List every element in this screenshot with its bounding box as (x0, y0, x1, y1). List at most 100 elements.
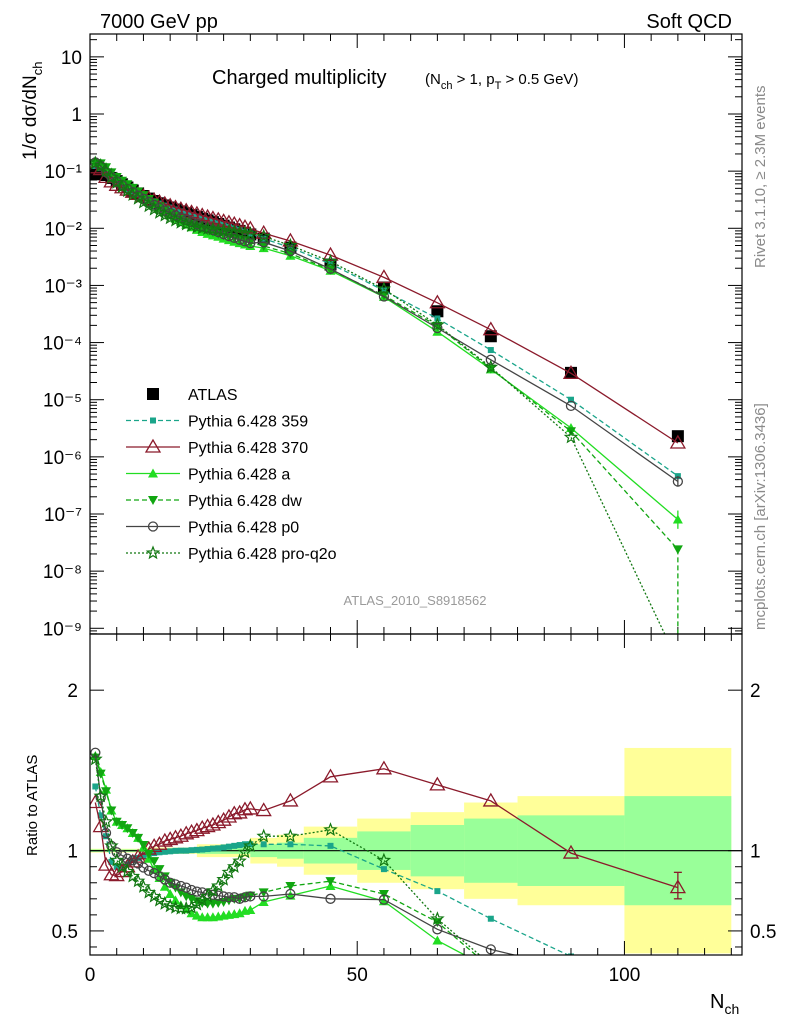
ratio-point-pp0 (258, 891, 269, 902)
ratio-point-p359 (204, 846, 211, 853)
legend-marker-pq2o (145, 545, 161, 560)
ratio-point-pdw (149, 857, 160, 867)
main-ytick-label: 10⁻⁹ (43, 619, 82, 640)
ratio-point-pa (170, 895, 181, 905)
ratio-point-pa (234, 908, 245, 918)
data-point-pp0 (285, 245, 296, 257)
legend: ATLAS Pythia 6.428 359 Pythia 6.428 370 Pyt… (126, 387, 337, 563)
ratio-point-p370 (97, 856, 115, 871)
ratio-point-pp0 (165, 877, 176, 888)
data-point-pq2o (376, 281, 392, 296)
ratio-point-p370 (156, 832, 173, 847)
data-point-pp0 (207, 224, 219, 236)
ratio-point-pq2o (178, 900, 194, 915)
ratio-point-p370 (231, 804, 248, 819)
data-point-pp0 (148, 199, 160, 211)
ratio-point-p359 (92, 783, 99, 790)
ratio-point-pa (566, 989, 576, 998)
ratio-point-pdw (285, 881, 296, 891)
ratio-point-p359 (151, 850, 158, 857)
ratio-ytick-label-right: 0.5 (750, 922, 776, 943)
ratio-point-p359 (675, 976, 681, 982)
ratio-point-pp0 (154, 871, 165, 882)
ratio-point-pp0 (245, 891, 256, 902)
ratio-point-p370 (108, 867, 125, 882)
ratio-point-p359 (113, 863, 120, 870)
ratio-ytick-label-right: 1 (750, 842, 761, 863)
ratio-point-p359 (225, 843, 232, 850)
legend-label-p370: Pythia 6.428 370 (188, 440, 308, 457)
main-ytick-label: 10⁻⁶ (43, 448, 82, 469)
ratio-ytick-label: 0.5 (52, 922, 78, 943)
data-point-p370 (172, 200, 189, 215)
data-point-p370 (669, 434, 687, 449)
data-point-pp0 (245, 237, 256, 249)
ratio-point-pp0 (673, 981, 682, 990)
ratio-point-p370 (226, 805, 243, 820)
ratio-point-pdw (143, 849, 154, 859)
plot-title-main: Charged multiplicity (212, 67, 387, 89)
data-point-p370 (215, 213, 232, 228)
ratio-point-pq2o (256, 828, 271, 843)
ratio-point-pq2o (232, 853, 247, 868)
ratio-point-p359 (119, 863, 126, 870)
data-point-p370 (429, 294, 446, 309)
ratio-point-p359 (247, 841, 254, 848)
ratio-point-p370 (103, 866, 120, 881)
ratio-point-p370 (172, 827, 189, 842)
series-line-pq2o (95, 162, 666, 634)
ratio-point-pp0 (90, 747, 101, 758)
ratio-point-pdw (101, 787, 112, 797)
ratio-point-p370 (220, 808, 238, 823)
data-point-p359 (183, 210, 190, 217)
ratio-point-pp0 (100, 827, 112, 839)
ratio-point-p359 (209, 845, 216, 852)
ratio-point-p370 (322, 768, 339, 783)
data-point-pp0 (258, 237, 269, 248)
data-point-pp0 (159, 205, 170, 216)
legend-entry-p359: Pythia 6.428 359 (126, 414, 308, 431)
ratio-point-p370 (255, 802, 272, 817)
ratio-point-p359 (199, 846, 206, 853)
legend-marker-p359 (150, 417, 156, 424)
ratio-point-pp0 (138, 862, 149, 873)
data-point-pa (432, 326, 443, 336)
ratio-point-pa (159, 881, 170, 891)
ratio-point-pq2o (237, 844, 253, 859)
data-point-pp0 (485, 354, 496, 365)
ratio-point-p370 (178, 825, 195, 840)
main-ylabel: 1/σ dσ/dNch (20, 62, 45, 160)
ratio-point-pq2o (90, 751, 103, 766)
ratio-point-pq2o (323, 822, 338, 837)
ratio-point-pq2o (98, 814, 114, 828)
data-point-p359 (380, 287, 387, 294)
ratio-xtick-label: 100 (609, 965, 641, 986)
ratio-point-pdw (159, 872, 170, 882)
legend-entry-pp0: Pythia 6.428 p0 (126, 520, 299, 537)
data-point-p370 (375, 269, 393, 284)
main-ytick-label: 1 (71, 105, 82, 126)
ratio-point-p359 (220, 844, 227, 851)
ratio-xtick-label: 0 (85, 965, 96, 986)
ratio-xlabel: Nch (710, 991, 739, 1017)
data-point-atlas (484, 330, 497, 343)
ratio-point-pp0 (170, 879, 181, 890)
data-point-atlas (431, 305, 444, 318)
ratio-point-pa (432, 935, 443, 945)
ratio-point-p359 (172, 847, 179, 854)
legend-label-pq2o: Pythia 6.428 pro-q2o (188, 546, 337, 563)
ratio-point-pq2o (136, 879, 151, 893)
data-point-p370 (482, 321, 499, 336)
ratio-point-pq2o (243, 838, 258, 853)
ratio-point-p359 (188, 847, 195, 854)
legend-entry-atlas: ATLAS (147, 387, 238, 404)
legend-marker-pp0 (147, 521, 159, 532)
ratio-point-p359 (156, 849, 163, 856)
ratio-point-pq2o (565, 993, 576, 1004)
ratio-point-p359 (215, 845, 222, 852)
ratio-point-p359 (161, 848, 168, 855)
ratio-point-pp0 (143, 865, 154, 876)
ratio-point-p370 (188, 822, 206, 837)
ratio-point-pdw (566, 992, 576, 1001)
legend-marker-p370 (144, 438, 162, 453)
